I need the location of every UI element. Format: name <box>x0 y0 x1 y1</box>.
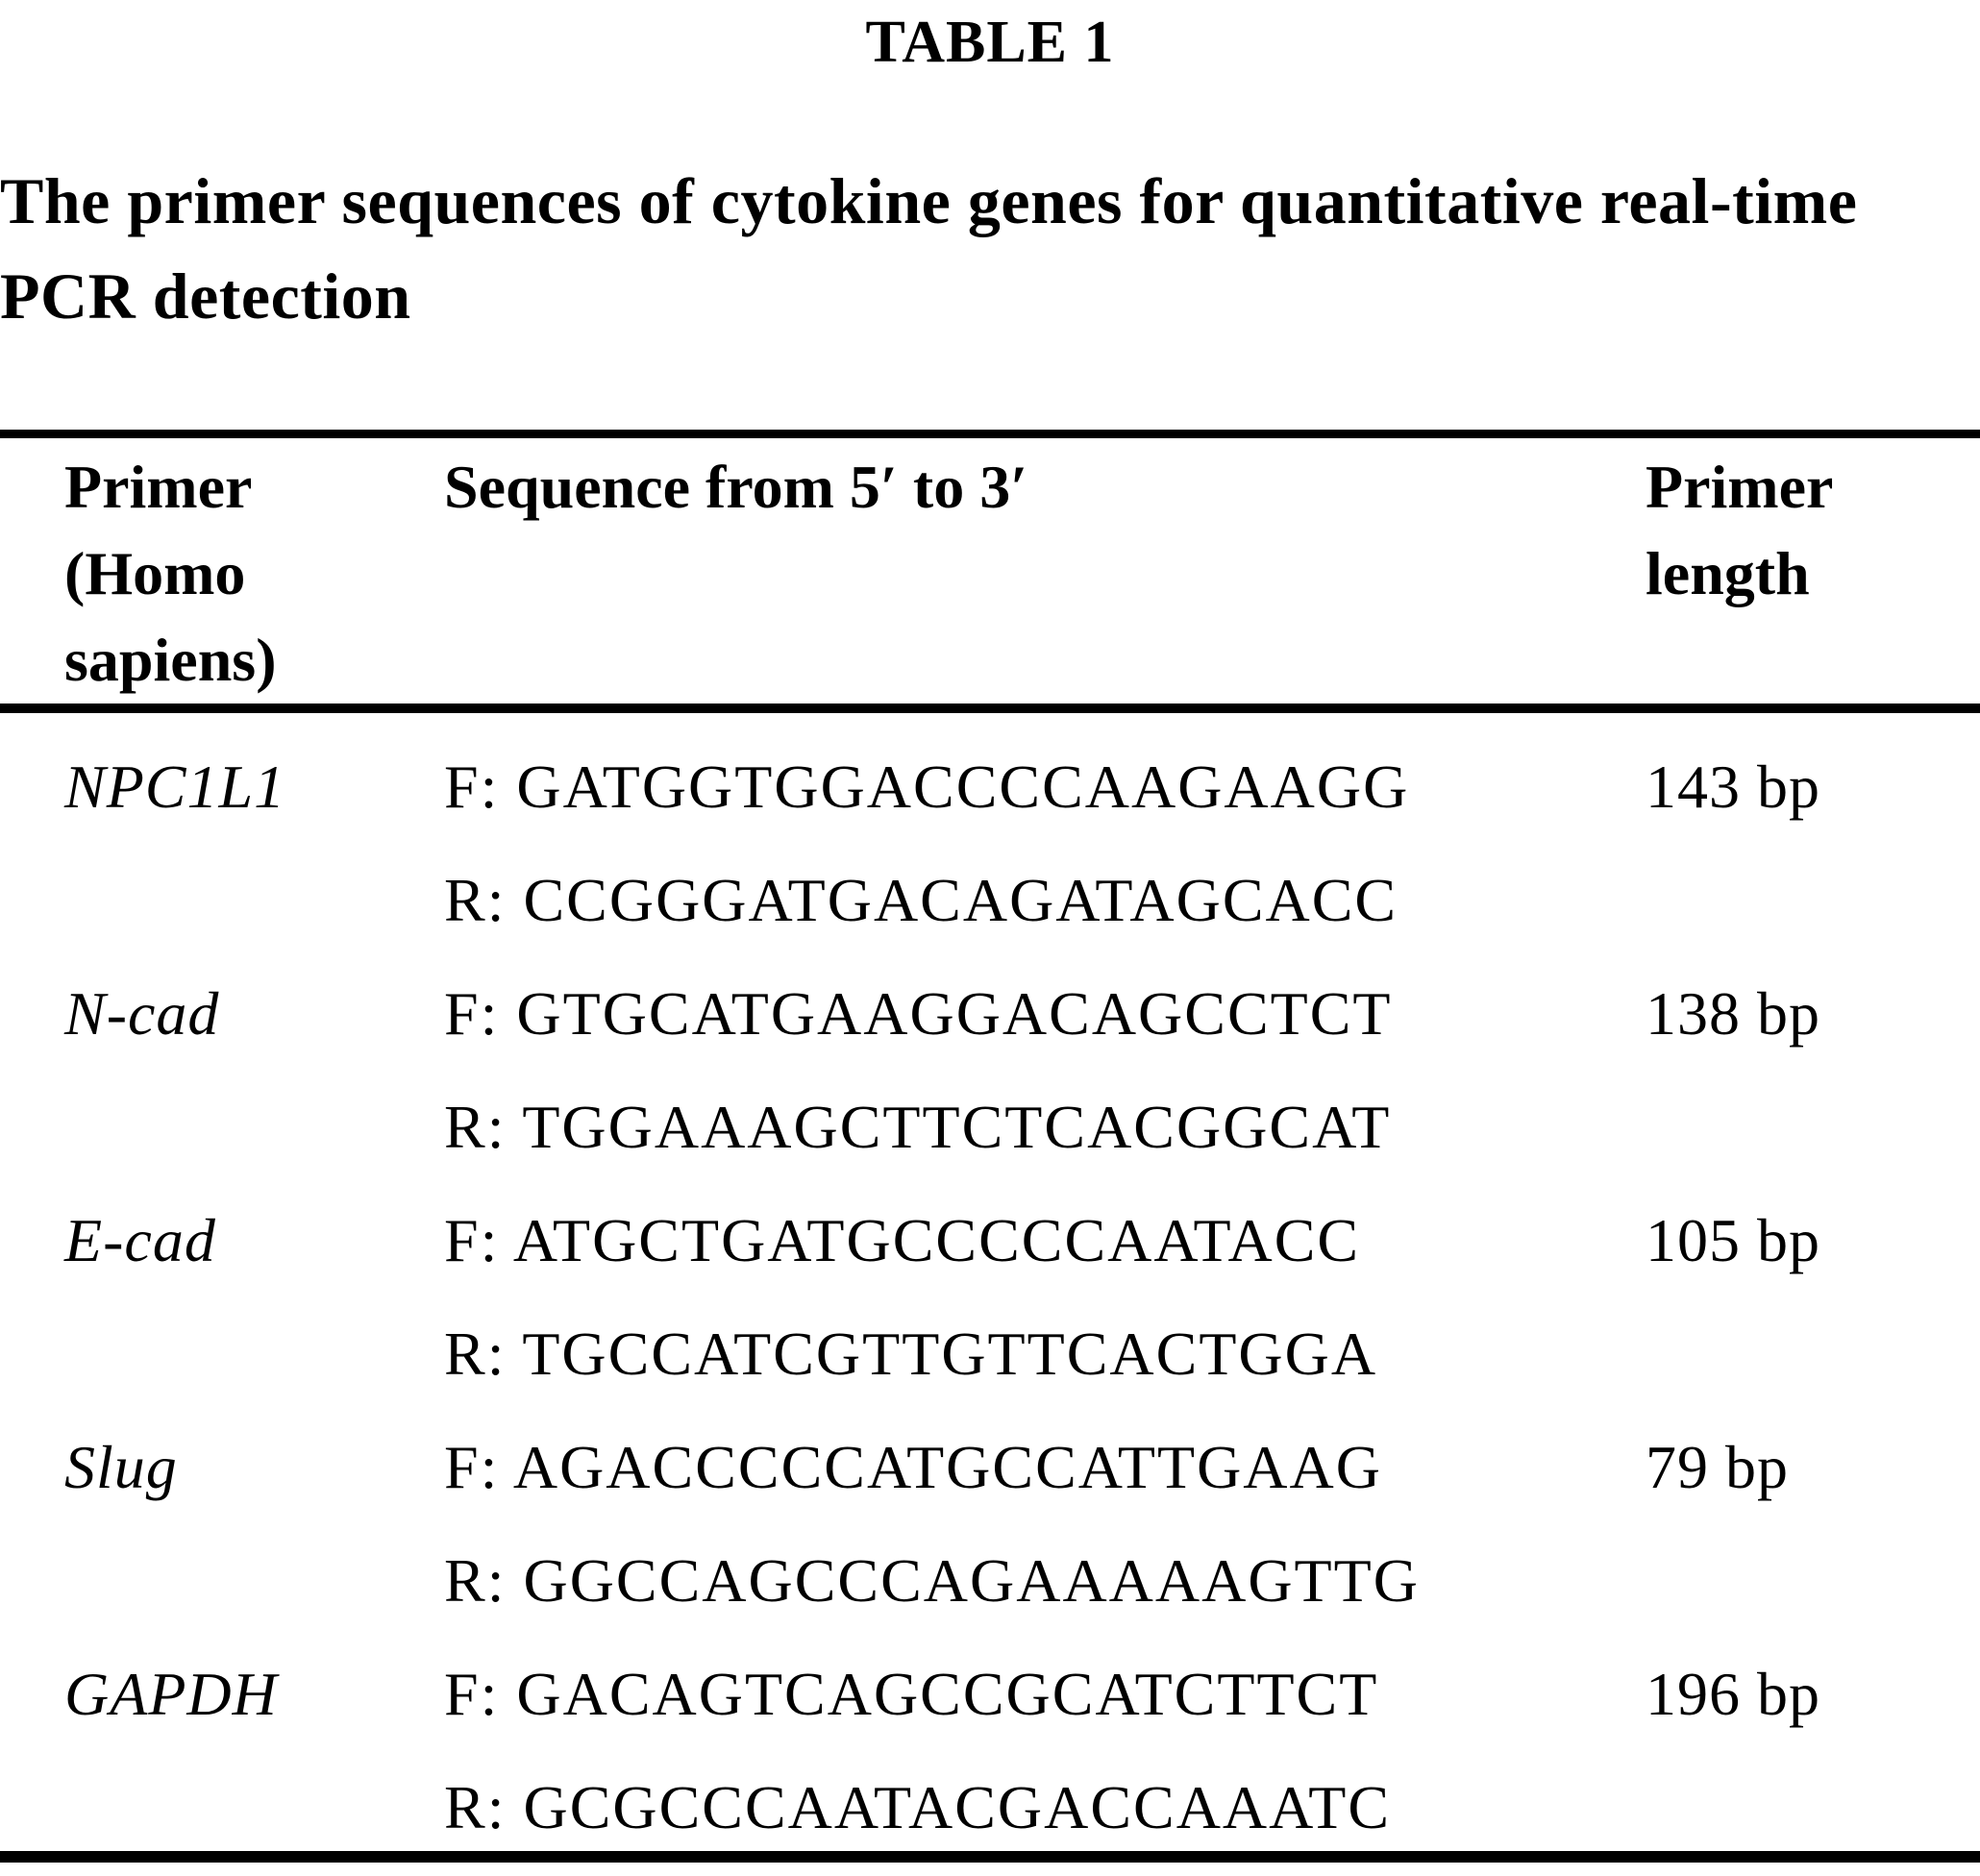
reverse-sequence: R: TGGAAAGCTTCTCACGGCAT <box>444 1093 1392 1161</box>
table-row: E-cad F: ATGCTGATGCCCCCAATACC R: TGCCATC… <box>0 1184 1980 1411</box>
table-row: N-cad F: GTGCATGAAGGACAGCCTCT R: TGGAAAG… <box>0 957 1980 1184</box>
top-rule <box>0 430 1980 438</box>
forward-sequence: F: AGACCCCCATGCCATTGAAG <box>444 1433 1382 1501</box>
gene-name: NPC1L1 <box>64 753 286 821</box>
table-caption-line1: The primer sequences of cytokine genes f… <box>0 164 1858 237</box>
forward-sequence: F: GACAGTCAGCCGCATCTTCT <box>444 1660 1379 1728</box>
forward-sequence: F: GTGCATGAAGGACAGCCTCT <box>444 979 1393 1048</box>
column-header-primer-line1: Primer <box>64 453 253 521</box>
reverse-sequence: R: CCGGGATGACAGATAGCACC <box>444 866 1398 934</box>
gene-name: Slug <box>64 1433 178 1501</box>
table-row: Slug F: AGACCCCCATGCCATTGAAG R: GGCCAGCC… <box>0 1411 1980 1638</box>
gene-name: GAPDH <box>64 1660 278 1728</box>
table-caption: The primer sequences of cytokine genes f… <box>0 154 1980 344</box>
amplicon-length: 143 bp <box>1646 753 1820 821</box>
sequence-cell: F: GACAGTCAGCCGCATCTTCT R: GCGCCCAATACGA… <box>444 1638 1646 1864</box>
amplicon-length: 138 bp <box>1646 979 1820 1048</box>
bottom-rule <box>0 1851 1980 1863</box>
forward-sequence: F: GATGGTGGACCCCAAGAAGG <box>444 753 1410 821</box>
forward-sequence: F: ATGCTGATGCCCCCAATACC <box>444 1206 1361 1274</box>
reverse-sequence: R: TGCCATCGTTGTTCACTGGA <box>444 1320 1378 1388</box>
column-header-length: Primer length <box>1646 444 1980 704</box>
table-header-row: Primer (Homo sapiens) Sequence from 5′ t… <box>0 444 1980 704</box>
gene-name: N-cad <box>64 979 220 1048</box>
header-divider-rule <box>0 704 1980 713</box>
table-row: NPC1L1 F: GATGGTGGACCCCAAGAAGG R: CCGGGA… <box>0 730 1980 957</box>
sequence-cell: F: ATGCTGATGCCCCCAATACC R: TGCCATCGTTGTT… <box>444 1184 1646 1411</box>
column-header-primer: Primer (Homo sapiens) <box>64 444 444 704</box>
sequence-cell: F: GTGCATGAAGGACAGCCTCT R: TGGAAAGCTTCTC… <box>444 957 1646 1184</box>
column-header-primer-line3: sapiens) <box>64 626 277 694</box>
amplicon-length: 105 bp <box>1646 1206 1820 1274</box>
amplicon-length: 79 bp <box>1646 1433 1789 1501</box>
reverse-sequence: R: GGCCAGCCCAGAAAAAGTTG <box>444 1546 1420 1615</box>
table-label: TABLE 1 <box>865 10 1115 75</box>
amplicon-length: 196 bp <box>1646 1660 1820 1728</box>
table-row: GAPDH F: GACAGTCAGCCGCATCTTCT R: GCGCCCA… <box>0 1638 1980 1864</box>
gene-name: E-cad <box>64 1206 216 1274</box>
column-header-length-line1: Primer <box>1646 453 1834 521</box>
reverse-sequence: R: GCGCCCAATACGACCAAATC <box>444 1773 1392 1841</box>
table-caption-line2: PCR detection <box>0 259 411 333</box>
sequence-cell: F: AGACCCCCATGCCATTGAAG R: GGCCAGCCCAGAA… <box>444 1411 1646 1638</box>
column-header-length-line2: length <box>1646 539 1810 607</box>
table-body: NPC1L1 F: GATGGTGGACCCCAAGAAGG R: CCGGGA… <box>0 730 1980 1864</box>
sequence-cell: F: GATGGTGGACCCCAAGAAGG R: CCGGGATGACAGA… <box>444 730 1646 957</box>
column-header-primer-line2: (Homo <box>64 539 246 607</box>
column-header-sequence: Sequence from 5′ to 3′ <box>444 453 1028 521</box>
